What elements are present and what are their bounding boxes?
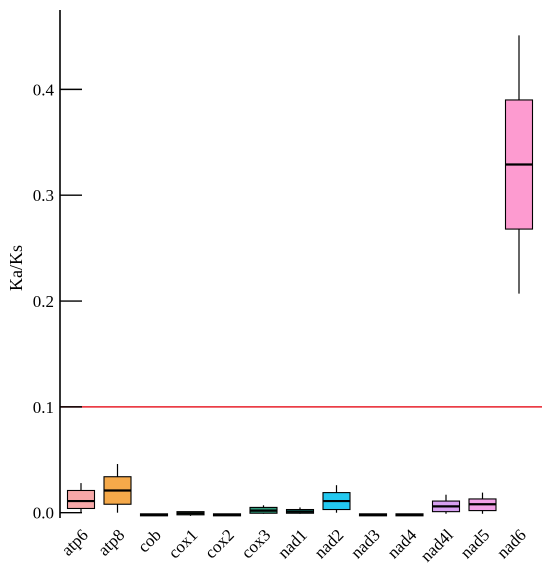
x-tick-label: nad1: [274, 525, 311, 562]
box-nad4l: [431, 494, 461, 514]
x-tick-label: cox1: [165, 525, 202, 562]
x-tick-label: cob: [134, 525, 165, 556]
box-cox1: [176, 511, 205, 516]
box-atp6: [66, 483, 96, 513]
x-tick-label: cox2: [201, 525, 238, 562]
y-tick-label: 0.1: [33, 398, 54, 417]
box-cox2: [212, 513, 242, 517]
box-nad5: [468, 492, 497, 514]
x-tick-label: nad4: [384, 525, 421, 562]
x-tick-label: nad6: [493, 525, 530, 562]
box-atp8: [103, 464, 132, 513]
x-tick-label: nad3: [347, 525, 384, 562]
box-rect: [66, 489, 96, 510]
box-nad4: [395, 513, 424, 517]
x-tick-label: cox3: [238, 525, 275, 562]
y-axis-label: Ka/Ks: [6, 245, 26, 291]
y-tick-label: 0.4: [33, 80, 55, 99]
box-nad1: [285, 507, 315, 514]
box-nad2: [322, 485, 351, 513]
box-cob: [139, 513, 169, 517]
x-tick-label: atp6: [58, 525, 92, 559]
y-tick-label: 0.2: [33, 292, 54, 311]
x-tick-label: nad2: [311, 525, 348, 562]
y-tick-label: 0.0: [33, 504, 54, 523]
box-cox3: [249, 505, 278, 514]
x-tick-label: atp8: [94, 525, 128, 559]
x-tick-label: nad4l: [417, 525, 457, 565]
y-tick-label: 0.3: [33, 186, 54, 205]
x-tick-label: nad5: [457, 525, 494, 562]
box-nad6: [504, 35, 534, 294]
box-nad3: [358, 513, 388, 517]
